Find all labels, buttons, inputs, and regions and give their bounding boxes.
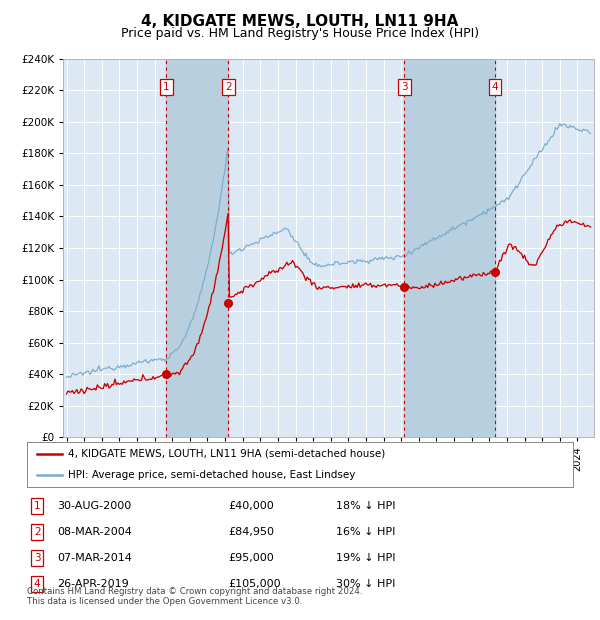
Bar <box>166 59 228 437</box>
Text: 3: 3 <box>34 553 41 563</box>
Text: 19% ↓ HPI: 19% ↓ HPI <box>336 553 395 563</box>
Text: 26-APR-2019: 26-APR-2019 <box>57 579 129 589</box>
Text: 4, KIDGATE MEWS, LOUTH, LN11 9HA (semi-detached house): 4, KIDGATE MEWS, LOUTH, LN11 9HA (semi-d… <box>68 449 385 459</box>
Text: Price paid vs. HM Land Registry's House Price Index (HPI): Price paid vs. HM Land Registry's House … <box>121 27 479 40</box>
Text: 30% ↓ HPI: 30% ↓ HPI <box>336 579 395 589</box>
Text: HPI: Average price, semi-detached house, East Lindsey: HPI: Average price, semi-detached house,… <box>68 470 355 480</box>
Text: 16% ↓ HPI: 16% ↓ HPI <box>336 527 395 537</box>
Text: 1: 1 <box>163 82 170 92</box>
Text: 4: 4 <box>491 82 498 92</box>
Text: 3: 3 <box>401 82 408 92</box>
Text: 30-AUG-2000: 30-AUG-2000 <box>57 501 131 511</box>
Text: 07-MAR-2014: 07-MAR-2014 <box>57 553 132 563</box>
Text: 08-MAR-2004: 08-MAR-2004 <box>57 527 132 537</box>
Text: 2: 2 <box>225 82 232 92</box>
Text: £84,950: £84,950 <box>228 527 274 537</box>
Text: 1: 1 <box>34 501 41 511</box>
Text: £40,000: £40,000 <box>228 501 274 511</box>
Text: 18% ↓ HPI: 18% ↓ HPI <box>336 501 395 511</box>
Bar <box>404 59 495 437</box>
Text: 4, KIDGATE MEWS, LOUTH, LN11 9HA: 4, KIDGATE MEWS, LOUTH, LN11 9HA <box>142 14 458 29</box>
Text: Contains HM Land Registry data © Crown copyright and database right 2024.
This d: Contains HM Land Registry data © Crown c… <box>27 587 362 606</box>
Text: £95,000: £95,000 <box>228 553 274 563</box>
Text: £105,000: £105,000 <box>228 579 281 589</box>
Text: 2: 2 <box>34 527 41 537</box>
Text: 4: 4 <box>34 579 41 589</box>
